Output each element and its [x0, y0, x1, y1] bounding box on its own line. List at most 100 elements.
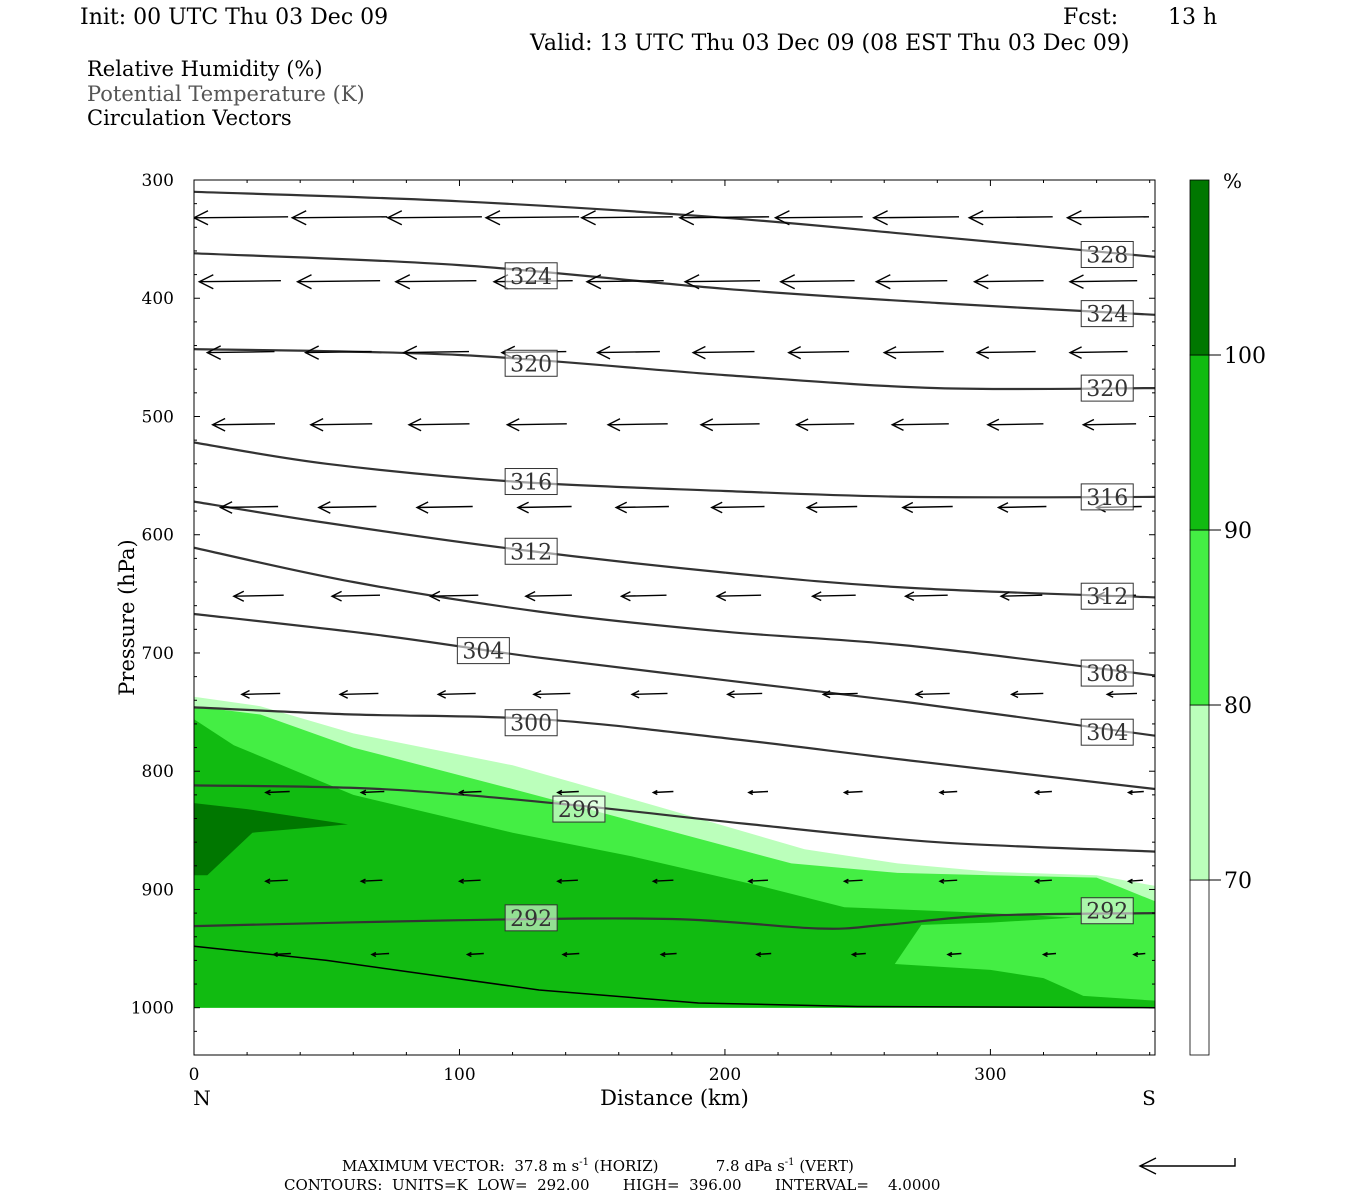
contour-label-box [504, 904, 558, 932]
circulation-vector [683, 274, 761, 290]
circulation-vector [205, 345, 275, 361]
circulation-vector [651, 789, 674, 796]
contour-label: 320 [510, 352, 552, 377]
colorbar-band [1189, 354, 1210, 531]
circulation-vector [787, 345, 850, 360]
x-tick-label: 200 [709, 1065, 741, 1085]
contour-label-box [1080, 659, 1134, 687]
circulation-vector [585, 274, 664, 290]
circulation-vector [556, 878, 578, 884]
legend-circulation-vectors: Circulation Vectors [87, 106, 292, 130]
contour-label-box [504, 262, 558, 290]
contour-label: 316 [1086, 486, 1128, 511]
circulation-vector [240, 689, 281, 699]
contour-label: 324 [510, 265, 552, 290]
circulation-vector [1132, 951, 1146, 958]
contour-label-box [552, 795, 606, 823]
contour-label: 292 [510, 907, 552, 932]
circulation-vector [394, 274, 477, 290]
circulation-vector [516, 501, 572, 514]
circulation-vector [614, 501, 669, 514]
contour-label-box [1080, 483, 1134, 511]
contour-label: 312 [1086, 585, 1128, 610]
circulation-vector [842, 789, 863, 796]
contour-label-box [504, 349, 558, 377]
y-tick-label: 500 [142, 407, 174, 427]
contour-label: 320 [1086, 377, 1128, 402]
contour-label-box [1080, 718, 1134, 746]
circulation-vector [359, 878, 383, 884]
circulation-vector [1010, 690, 1044, 699]
circulation-vector [295, 274, 381, 290]
circulation-vector [194, 210, 289, 226]
circulation-vector [996, 502, 1047, 513]
contour-label: 308 [1086, 662, 1128, 687]
circulation-vector [699, 418, 760, 432]
circulation-vector [317, 501, 377, 514]
circulation-vector [232, 590, 284, 602]
circulation-vector [872, 210, 960, 226]
circulation-vector [556, 789, 579, 796]
theta-contour-300 [194, 706, 1155, 791]
colorbar-tick-label: 100 [1224, 344, 1266, 369]
circulation-vector [691, 345, 755, 360]
circulation-vector [407, 418, 470, 432]
circulation-vector [1033, 789, 1052, 796]
contour-label-box [1080, 300, 1134, 328]
contour-label-box [504, 709, 558, 737]
circulation-vector [747, 878, 769, 884]
contour-label: 316 [510, 471, 552, 496]
circulation-vector [505, 418, 567, 432]
circulation-vector [972, 274, 1044, 290]
y-tick-label: 800 [142, 762, 174, 782]
max-vector-vert: 7.8 dPa s [715, 1157, 785, 1175]
forecast-hour: 13 h [1168, 5, 1218, 30]
x-tick-label: 300 [974, 1065, 1006, 1085]
colorbar-tick-label: 80 [1224, 694, 1252, 719]
theta-contour-316 [194, 441, 1155, 499]
max-vector-line: MAXIMUM VECTOR: 37.8 m s-1 (HORIZ) 7.8 d… [342, 1158, 854, 1174]
circulation-vector [850, 951, 866, 958]
circulation-vector [561, 951, 580, 958]
contour-label-box [456, 637, 510, 665]
y-tick-label: 1000 [131, 999, 174, 1019]
contour-label: 312 [510, 540, 552, 565]
y-tick-label: 700 [142, 644, 174, 664]
legend-relative-humidity: Relative Humidity (%) [87, 57, 323, 81]
circulation-vector [938, 878, 958, 884]
max-vector-horiz-exp: -1 [579, 1157, 589, 1168]
circulation-vector [386, 210, 482, 226]
max-vector-label: MAXIMUM VECTOR: [342, 1157, 505, 1175]
x-tick-label: 0 [189, 1065, 200, 1085]
circulation-vector [1126, 878, 1143, 884]
circulation-vector [946, 951, 962, 958]
colorbar-unit: % [1223, 169, 1242, 193]
contour-label-box [1080, 240, 1134, 268]
contour-label-box [1080, 582, 1134, 610]
max-vector-horiz-tag: (HORIZ) [593, 1157, 659, 1175]
circulation-vector [465, 951, 484, 958]
circulation-vector [1033, 878, 1052, 884]
circulation-vector [309, 417, 373, 432]
circulation-vector [1065, 210, 1150, 226]
circulation-vector [415, 501, 473, 514]
colorbar-band [1189, 529, 1210, 706]
circulation-vector [211, 417, 276, 432]
theta-contour-308 [194, 546, 1155, 677]
circulation-vector [484, 210, 580, 226]
circulation-vector [303, 345, 372, 360]
reference-vector-arrow [1138, 1157, 1236, 1175]
circulation-vector [428, 590, 479, 602]
circulation-vector [532, 690, 571, 699]
theta-contour-328 [194, 190, 1155, 258]
circulation-vector [805, 501, 858, 514]
circulation-vector [595, 345, 660, 360]
circulation-vector [1105, 690, 1138, 698]
circulation-vector [882, 346, 944, 360]
contour-label: 296 [558, 798, 600, 823]
circulation-vector [747, 789, 769, 796]
theta-contour-324 [194, 252, 1155, 316]
ground-line [194, 945, 1155, 1009]
y-tick-label: 300 [142, 171, 174, 191]
rh-fill-80-90-region [894, 915, 1155, 1008]
